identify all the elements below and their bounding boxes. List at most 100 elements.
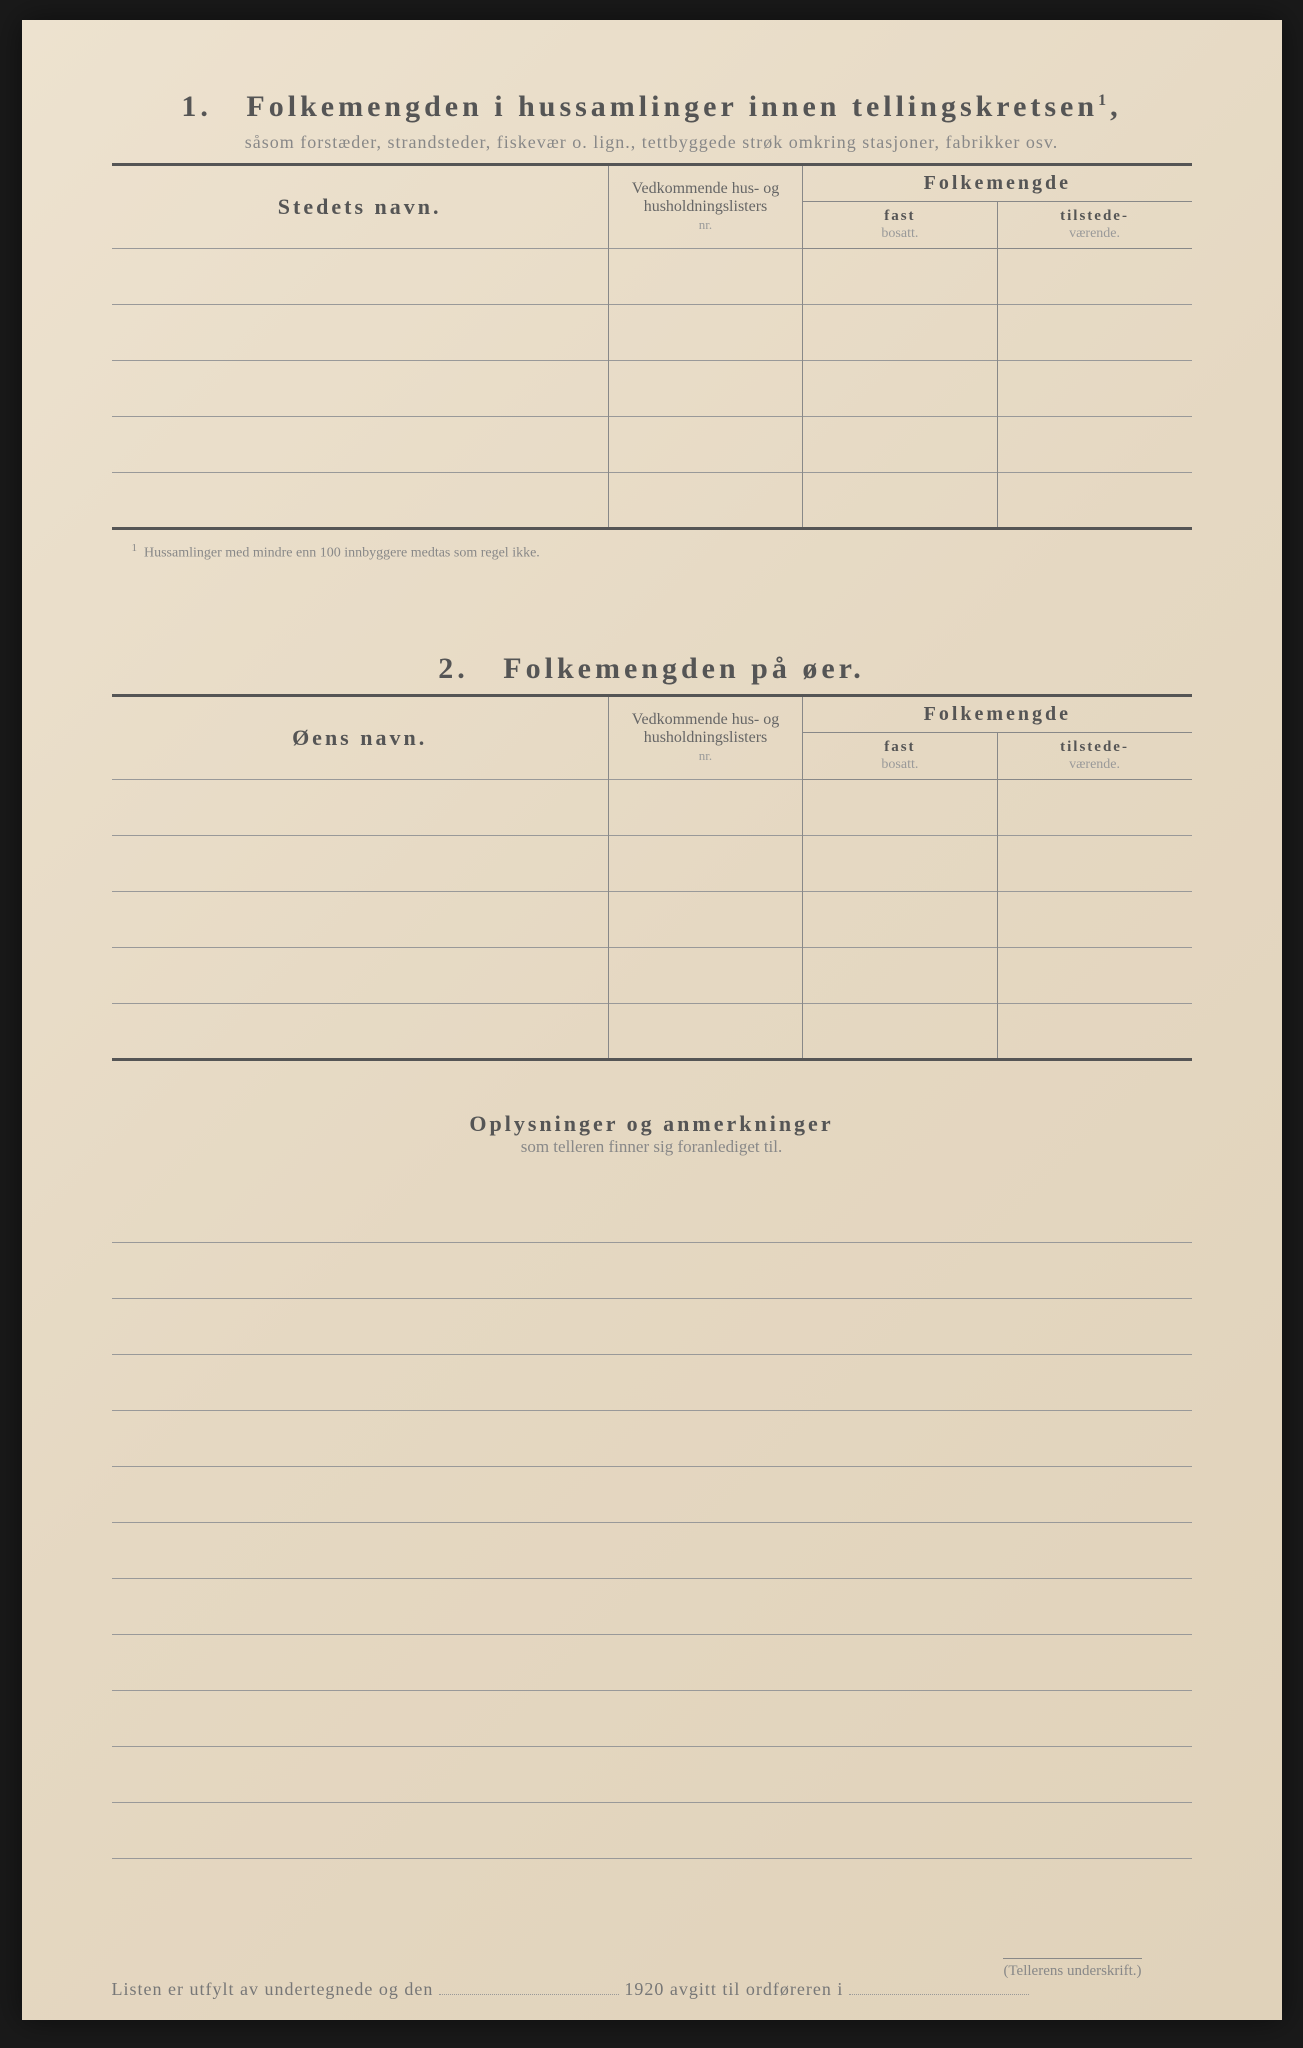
col-nr-line3: nr. bbox=[699, 217, 712, 232]
table-cell bbox=[608, 361, 802, 417]
section1-footnote: 1 Hussamlinger med mindre enn 100 innbyg… bbox=[112, 542, 1192, 562]
ruled-line bbox=[112, 1691, 1192, 1747]
table-cell bbox=[112, 249, 609, 305]
col-nr-line3-s2: nr. bbox=[699, 748, 712, 763]
section1-title-sup: 1 bbox=[1098, 92, 1110, 109]
footnote-sup: 1 bbox=[132, 542, 138, 554]
table-cell bbox=[997, 473, 1191, 529]
spacer bbox=[112, 562, 1192, 652]
table-cell bbox=[803, 473, 997, 529]
section3-ruled-lines bbox=[112, 1187, 1192, 1859]
ruled-line bbox=[112, 1579, 1192, 1635]
table-row bbox=[112, 779, 1192, 835]
table-cell bbox=[997, 1003, 1191, 1059]
table-cell bbox=[608, 417, 802, 473]
ruled-line bbox=[112, 1635, 1192, 1691]
col-fast-light-s2: bosatt. bbox=[881, 757, 918, 772]
footer-part1: Listen er utfylt av undertegnede og den bbox=[112, 1979, 434, 1999]
section1-col-folkemengde: Folkemengde bbox=[803, 165, 1192, 202]
footer-year: 1920 bbox=[624, 1979, 664, 1999]
section2-col-til: tilstede- værende. bbox=[997, 732, 1191, 779]
table-row bbox=[112, 891, 1192, 947]
col-nr-line2-s2: husholdningslisters bbox=[644, 729, 768, 746]
col-nr-line2: husholdningslisters bbox=[644, 198, 768, 215]
table-cell bbox=[997, 835, 1191, 891]
section2-title: 2. Folkemengden på øer. bbox=[112, 652, 1192, 686]
table-cell bbox=[997, 947, 1191, 1003]
table-cell bbox=[803, 417, 997, 473]
footer-part2: avgitt til ordføreren i bbox=[670, 1979, 843, 1999]
table-row bbox=[112, 473, 1192, 529]
table-cell bbox=[608, 779, 802, 835]
table-cell bbox=[608, 1003, 802, 1059]
section1-col-name: Stedets navn. bbox=[112, 165, 609, 249]
col-til-light-s2: værende. bbox=[1069, 757, 1120, 772]
table-cell bbox=[997, 361, 1191, 417]
ruled-line bbox=[112, 1803, 1192, 1859]
table-cell bbox=[803, 947, 997, 1003]
section2-col-folkemengde: Folkemengde bbox=[803, 695, 1192, 732]
table-cell bbox=[803, 1003, 997, 1059]
table-cell bbox=[608, 305, 802, 361]
table-cell bbox=[803, 835, 997, 891]
ruled-line bbox=[112, 1411, 1192, 1467]
section1-number: 1. bbox=[181, 90, 212, 123]
section2-title-text: Folkemengden på øer. bbox=[503, 652, 864, 685]
table-row bbox=[112, 361, 1192, 417]
table-cell bbox=[997, 779, 1191, 835]
section2-col-name: Øens navn. bbox=[112, 695, 609, 779]
table-cell bbox=[608, 891, 802, 947]
footer-gap2 bbox=[849, 1981, 1029, 1995]
section1-title-text: Folkemengden i hussamlinger innen tellin… bbox=[246, 90, 1098, 123]
table-cell bbox=[997, 891, 1191, 947]
section3-title: Oplysninger og anmerkninger bbox=[112, 1111, 1192, 1137]
ruled-line bbox=[112, 1523, 1192, 1579]
ruled-line bbox=[112, 1467, 1192, 1523]
ruled-line bbox=[112, 1243, 1192, 1299]
signature-label: (Tellerens underskrift.) bbox=[1003, 1958, 1141, 1980]
footer-text: Listen er utfylt av undertegnede og den … bbox=[112, 1979, 1192, 2000]
table-cell bbox=[112, 891, 609, 947]
table-row bbox=[112, 249, 1192, 305]
col-fast-bold-s2: fast bbox=[884, 739, 915, 755]
footnote-text: Hussamlinger med mindre enn 100 innbygge… bbox=[144, 546, 540, 561]
table-cell bbox=[608, 249, 802, 305]
section2-tbody bbox=[112, 779, 1192, 1059]
footer-gap1 bbox=[439, 1981, 619, 1995]
section2-col-nr: Vedkommende hus- og husholdningslisters … bbox=[608, 695, 802, 779]
section1-title: 1. Folkemengden i hussamlinger innen tel… bbox=[112, 90, 1192, 124]
col-fast-bold: fast bbox=[884, 208, 915, 224]
table-cell bbox=[608, 473, 802, 529]
table-cell bbox=[608, 947, 802, 1003]
table-row bbox=[112, 947, 1192, 1003]
table-cell bbox=[803, 249, 997, 305]
table-cell bbox=[112, 947, 609, 1003]
table-row bbox=[112, 305, 1192, 361]
table-row bbox=[112, 835, 1192, 891]
section1-col-til: tilstede- værende. bbox=[997, 202, 1191, 249]
table-cell bbox=[803, 361, 997, 417]
section3-subtitle: som telleren finner sig foranlediget til… bbox=[112, 1137, 1192, 1157]
ruled-line bbox=[112, 1299, 1192, 1355]
ruled-line bbox=[112, 1747, 1192, 1803]
section2-table: Øens navn. Vedkommende hus- og husholdni… bbox=[112, 694, 1192, 1061]
table-cell bbox=[112, 779, 609, 835]
document-page: 1. Folkemengden i hussamlinger innen tel… bbox=[22, 20, 1282, 2020]
col-nr-line1: Vedkommende hus- og bbox=[632, 180, 780, 197]
section1-tbody bbox=[112, 249, 1192, 529]
col-nr-line1-s2: Vedkommende hus- og bbox=[632, 711, 780, 728]
table-cell bbox=[112, 473, 609, 529]
table-cell bbox=[997, 249, 1191, 305]
table-cell bbox=[803, 305, 997, 361]
section1-col-fast: fast bosatt. bbox=[803, 202, 997, 249]
table-cell bbox=[112, 417, 609, 473]
col-til-bold: tilstede- bbox=[1060, 208, 1129, 224]
table-cell bbox=[112, 361, 609, 417]
table-cell bbox=[608, 835, 802, 891]
table-cell bbox=[803, 779, 997, 835]
col-til-bold-s2: tilstede- bbox=[1060, 739, 1129, 755]
section1-col-nr: Vedkommende hus- og husholdningslisters … bbox=[608, 165, 802, 249]
table-row bbox=[112, 1003, 1192, 1059]
col-til-light: værende. bbox=[1069, 226, 1120, 241]
table-row bbox=[112, 417, 1192, 473]
